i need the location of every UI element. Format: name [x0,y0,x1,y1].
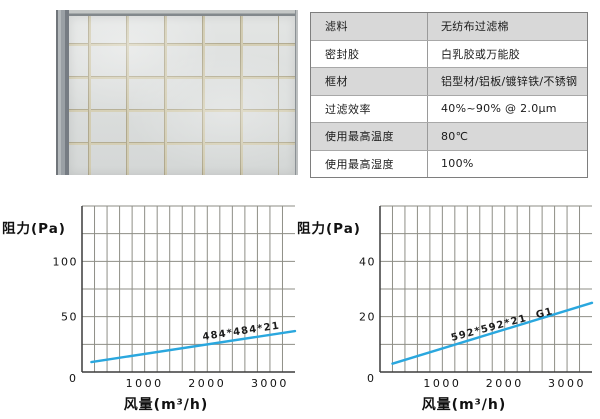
spec-label: 密封胶 [325,47,360,61]
spec-label: 使用最高湿度 [325,157,394,171]
spec-row: 过滤效率 40%~90% @ 2.0μm [311,94,587,122]
resistance-curve [90,329,297,364]
spec-value: 40%~90% @ 2.0μm [427,95,587,122]
y-tick-label: 40 [359,255,376,268]
filter-frame-right [295,10,298,175]
series-label: 592*592*21 G1 [450,306,555,344]
filter-frame-top [56,10,298,16]
x-tick-label: 3000 [548,377,586,390]
resistance-curve [391,301,594,365]
spec-row: 使用最高温度 80℃ [311,122,587,150]
spec-row: 框材 铝型材/铝板/镀锌铁/不锈钢 [311,67,587,95]
spec-value: 100% [427,150,587,177]
y-axis-title: 阻力(Pa) [297,220,361,237]
filter-media-mesh [69,16,295,175]
spec-table: 滤料 无纺布过滤棉密封胶 白乳胶或万能胶框材 铝型材/铝板/镀锌铁/不锈钢过滤效率 40… [310,12,588,178]
x-axis-title: 风量(m³/h) [124,397,209,413]
product-photo [56,10,298,175]
y-axis-title: 阻力(Pa) [2,220,66,237]
x-tick-label: 2000 [188,377,226,390]
y-tick-label: 50 [61,311,78,324]
spec-row: 使用最高湿度 100% [311,149,587,177]
spec-row: 滤料 无纺布过滤棉 [311,13,587,40]
origin-label: 0 [69,372,76,385]
y-tick-label: 100 [53,255,79,268]
x-axis-title: 风量(m³/h) [422,397,507,413]
pressure-drop-chart-592: 592*592*21 G1 20 40 0 1000 2000 3000 阻力(Pa) 风量(m… [297,205,594,413]
origin-label: 0 [367,372,374,385]
spec-row: 密封胶 白乳胶或万能胶 [311,39,587,67]
spec-value: 无纺布过滤棉 [427,13,587,40]
spec-label: 滤料 [325,20,348,34]
spec-label: 过滤效率 [325,102,371,116]
y-tick-label: 20 [359,311,376,324]
spec-value: 铝型材/铝板/镀锌铁/不锈钢 [427,68,587,95]
x-tick-label: 1000 [423,377,461,390]
filter-frame-left [56,10,69,175]
x-tick-label: 3000 [251,377,289,390]
spec-label: 使用最高温度 [325,130,394,144]
spec-value: 白乳胶或万能胶 [427,40,587,67]
x-tick-label: 1000 [126,377,164,390]
spec-label: 框材 [325,75,348,89]
spec-value: 80℃ [427,123,587,150]
x-tick-label: 2000 [486,377,524,390]
